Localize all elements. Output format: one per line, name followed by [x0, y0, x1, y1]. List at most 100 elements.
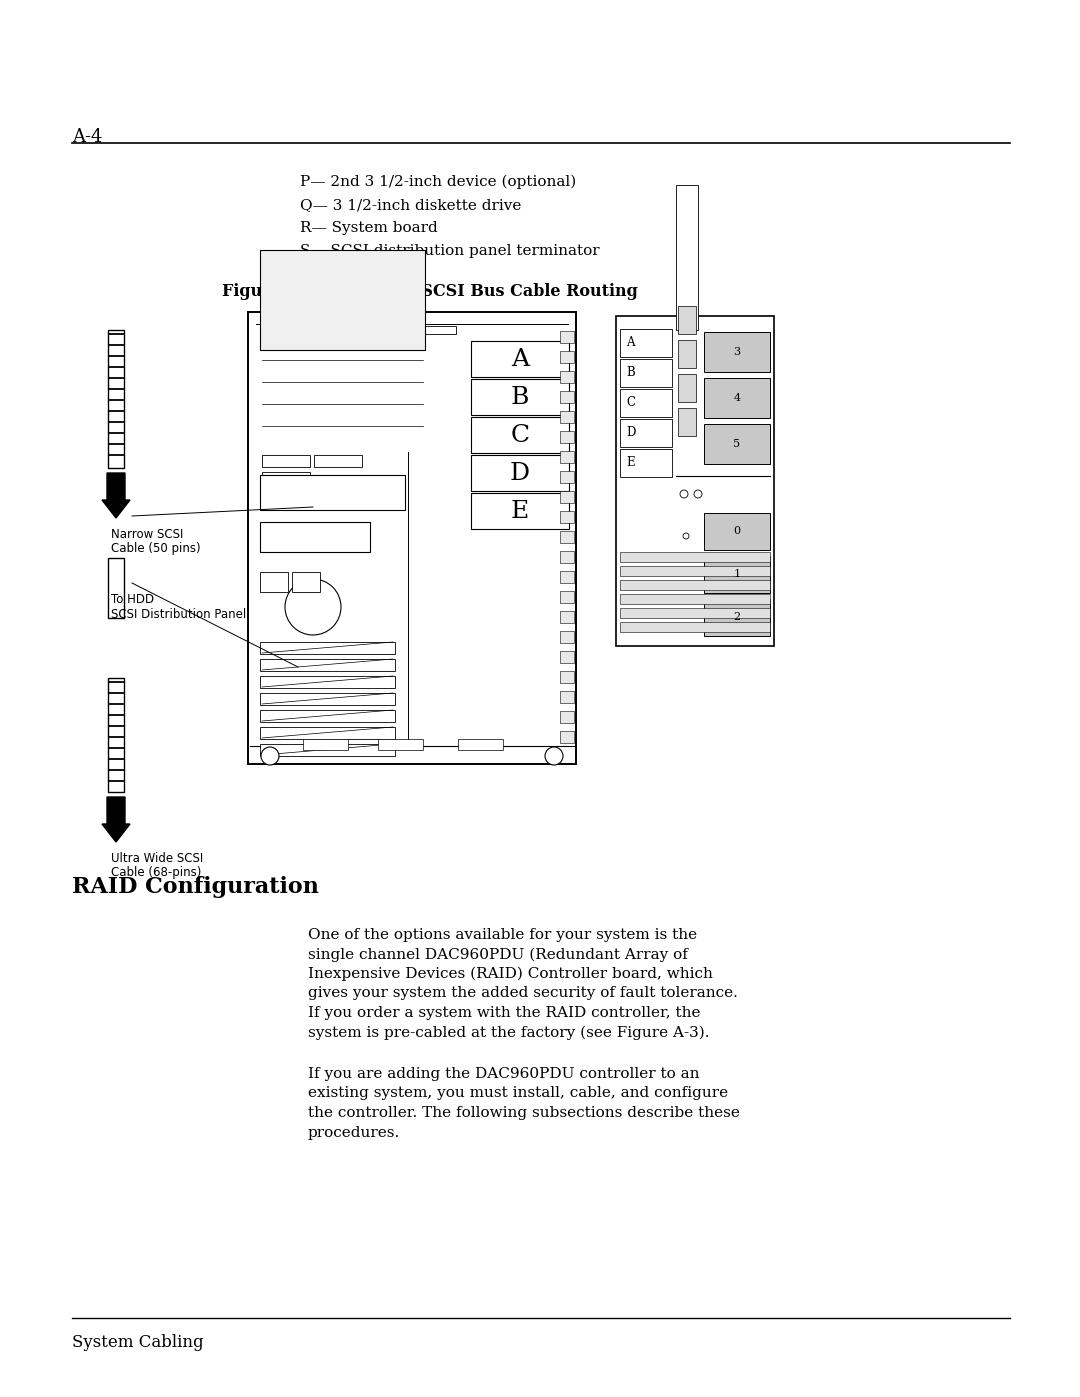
Text: Q— 3 1/2-inch diskette drive: Q— 3 1/2-inch diskette drive	[300, 198, 522, 212]
Bar	[620, 566, 770, 576]
Bar	[561, 651, 573, 664]
Bar	[620, 594, 770, 604]
Bar	[561, 391, 573, 402]
Bar	[704, 379, 770, 418]
Bar	[471, 379, 569, 415]
Bar	[704, 332, 770, 372]
FancyArrow shape	[102, 798, 130, 842]
Bar	[396, 326, 456, 334]
Text: D: D	[510, 461, 530, 485]
Bar	[620, 608, 770, 617]
Bar	[678, 374, 696, 402]
Bar	[262, 455, 310, 467]
Text: Ultra Wide SCSI: Ultra Wide SCSI	[111, 852, 203, 865]
Text: Narrow SCSI: Narrow SCSI	[111, 528, 184, 541]
Text: 0: 0	[733, 527, 741, 536]
Bar	[260, 522, 370, 552]
Bar	[704, 425, 770, 464]
Bar	[704, 599, 770, 636]
Bar	[561, 372, 573, 383]
Bar	[678, 306, 696, 334]
Bar	[260, 726, 395, 739]
Text: P— 2nd 3 1/2-inch device (optional): P— 2nd 3 1/2-inch device (optional)	[300, 175, 577, 190]
Circle shape	[285, 578, 341, 636]
Bar	[620, 622, 770, 631]
Bar	[260, 693, 395, 705]
Bar	[620, 419, 672, 447]
Bar	[260, 659, 395, 671]
Text: 3: 3	[733, 346, 741, 358]
Text: E: E	[626, 457, 635, 469]
Text: C: C	[511, 423, 529, 447]
Text: single channel DAC960PDU (Redundant Array of: single channel DAC960PDU (Redundant Arra…	[308, 947, 688, 963]
Bar	[314, 455, 362, 467]
Text: SCSI Distribution Panel: SCSI Distribution Panel	[111, 608, 246, 622]
Text: Cable (50 pins): Cable (50 pins)	[111, 542, 201, 555]
Bar	[620, 580, 770, 590]
Bar	[108, 557, 124, 617]
Text: Cable (68-pins): Cable (68-pins)	[111, 866, 201, 879]
Text: 2: 2	[733, 612, 741, 622]
Bar	[620, 359, 672, 387]
Bar	[292, 571, 320, 592]
Text: the controller. The following subsections describe these: the controller. The following subsection…	[308, 1106, 740, 1120]
Bar	[561, 610, 573, 623]
Bar	[260, 571, 288, 592]
Text: existing system, you must install, cable, and configure: existing system, you must install, cable…	[308, 1087, 728, 1101]
Bar	[458, 739, 503, 750]
Text: A: A	[626, 337, 635, 349]
Bar	[260, 250, 426, 351]
Bar	[260, 475, 405, 510]
Bar	[561, 731, 573, 743]
Bar	[561, 432, 573, 443]
Bar	[471, 493, 569, 529]
Text: A: A	[511, 348, 529, 370]
Text: C: C	[626, 397, 635, 409]
Bar	[678, 408, 696, 436]
Bar	[616, 316, 774, 645]
Bar	[561, 591, 573, 604]
Circle shape	[683, 534, 689, 539]
Bar	[561, 671, 573, 683]
Text: R— System board: R— System board	[300, 221, 437, 235]
Bar	[620, 330, 672, 358]
Bar	[260, 710, 395, 722]
Text: One of the options available for your system is the: One of the options available for your sy…	[308, 928, 697, 942]
Circle shape	[261, 747, 279, 766]
Bar	[561, 351, 573, 363]
Bar	[303, 739, 348, 750]
Bar	[471, 455, 569, 490]
Bar	[471, 341, 569, 377]
Bar	[561, 550, 573, 563]
Text: Inexpensive Devices (RAID) Controller board, which: Inexpensive Devices (RAID) Controller bo…	[308, 967, 713, 981]
Bar	[108, 678, 124, 792]
Bar	[262, 472, 310, 483]
Bar	[678, 339, 696, 367]
Text: E: E	[511, 500, 529, 522]
Bar	[561, 531, 573, 543]
Text: procedures.: procedures.	[308, 1126, 401, 1140]
Bar	[620, 552, 770, 562]
Text: Figure A-2.  Standard SCSI Bus Cable Routing: Figure A-2. Standard SCSI Bus Cable Rout…	[222, 284, 638, 300]
Bar	[620, 448, 672, 476]
Text: System Cabling: System Cabling	[72, 1334, 204, 1351]
Text: B: B	[626, 366, 635, 380]
Bar	[561, 490, 573, 503]
Text: system is pre-cabled at the factory (see Figure A-3).: system is pre-cabled at the factory (see…	[308, 1025, 710, 1039]
Bar	[561, 471, 573, 483]
FancyArrow shape	[102, 474, 130, 518]
Text: gives your system the added security of fault tolerance.: gives your system the added security of …	[308, 986, 738, 1000]
Bar	[561, 451, 573, 462]
Circle shape	[694, 490, 702, 497]
Bar	[676, 184, 698, 330]
Circle shape	[545, 747, 563, 766]
Text: To HDD: To HDD	[111, 592, 154, 606]
Bar	[704, 513, 770, 550]
Text: RAID Configuration: RAID Configuration	[72, 876, 319, 898]
Bar	[561, 331, 573, 344]
Circle shape	[680, 490, 688, 497]
Text: 1: 1	[733, 569, 741, 578]
Bar	[260, 643, 395, 654]
Text: If you order a system with the RAID controller, the: If you order a system with the RAID cont…	[308, 1006, 701, 1020]
Bar	[260, 326, 320, 334]
